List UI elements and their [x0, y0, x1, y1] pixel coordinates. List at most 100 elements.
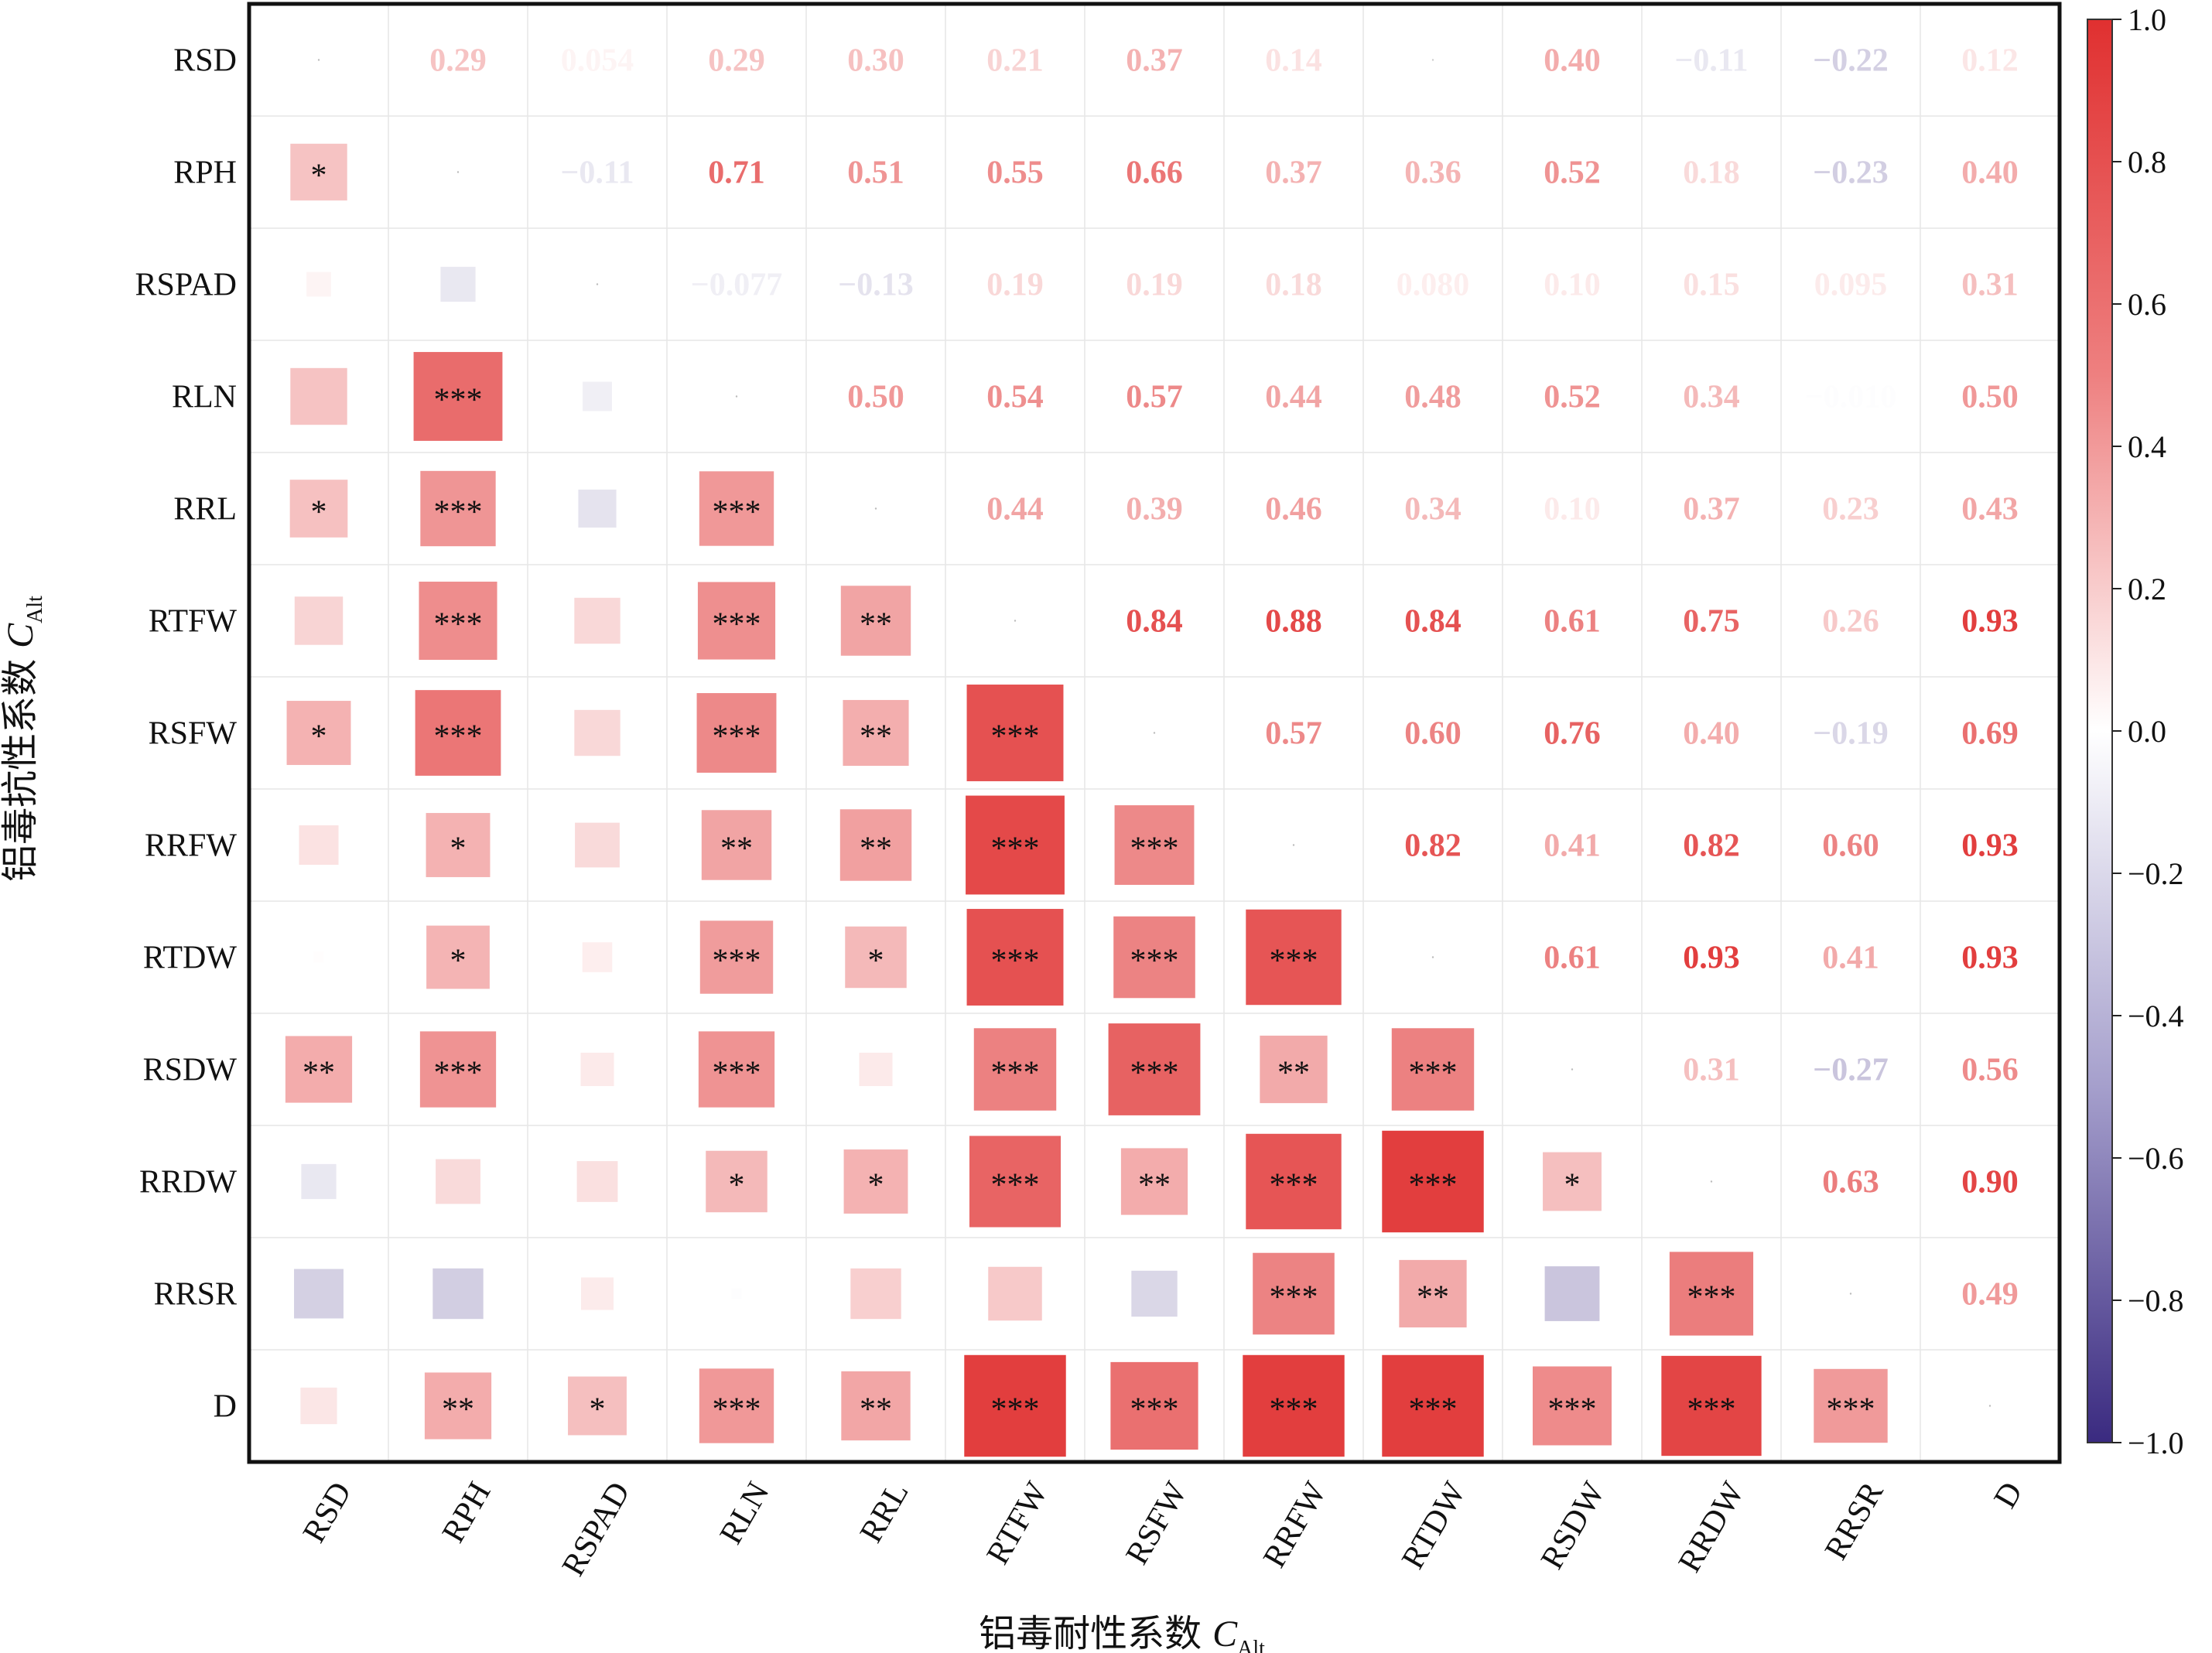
correlation-value: 0.39 — [1126, 492, 1183, 528]
x-tick-label: RRL — [853, 1476, 916, 1549]
correlation-square — [1543, 1152, 1602, 1211]
correlation-value: 0.30 — [847, 43, 904, 79]
correlation-value: 0.14 — [1265, 43, 1322, 79]
significance-stars: ** — [1277, 1056, 1310, 1091]
correlation-value: 0.34 — [1404, 492, 1462, 528]
significance-stars: * — [311, 159, 327, 194]
correlation-value: 0.29 — [429, 43, 487, 79]
x-tick-label: RRSR — [1818, 1476, 1891, 1566]
correlation-value: −0.22 — [1813, 43, 1888, 79]
significance-stars: *** — [713, 1056, 761, 1091]
x-tick-label: RPH — [436, 1476, 498, 1549]
significance-stars: *** — [991, 1056, 1040, 1091]
correlation-square — [290, 367, 347, 425]
x-axis-title-subscript: Alt — [1237, 1637, 1265, 1653]
x-tick-label: RSPAD — [556, 1476, 638, 1582]
correlation-value: 0.31 — [1961, 268, 2019, 303]
significance-stars: * — [450, 832, 467, 867]
correlation-square — [1544, 1266, 1600, 1321]
correlation-value: 0.76 — [1544, 716, 1601, 752]
colorbar-tick-label: −0.6 — [2128, 1141, 2184, 1176]
correlation-square — [731, 1288, 742, 1300]
x-tick-label: RSFW — [1120, 1476, 1195, 1570]
correlation-value: 0.60 — [1822, 828, 1879, 864]
correlation-square — [697, 582, 776, 660]
significance-stars: *** — [1130, 944, 1179, 979]
correlation-value: −0.19 — [1813, 716, 1888, 752]
cells-layer: 0.29 0.054 0.29 0.30 0.21 0.37 0.14 0.40 −0.11 −0… — [285, 43, 2019, 1457]
correlation-square — [859, 1052, 893, 1087]
correlation-square — [306, 272, 331, 297]
correlation-square — [966, 795, 1065, 895]
significance-stars: *** — [991, 719, 1040, 755]
y-tick-label: RRL — [173, 492, 237, 528]
correlation-value: −0.11 — [1674, 43, 1748, 79]
significance-stars: *** — [434, 495, 483, 531]
correlation-square — [1391, 1028, 1475, 1111]
correlation-square — [289, 480, 348, 538]
correlation-value: 0.44 — [1265, 380, 1322, 415]
correlation-square — [845, 926, 907, 989]
correlation-value: 0.19 — [1126, 268, 1183, 303]
correlation-square — [843, 1149, 908, 1214]
correlation-square — [698, 1031, 775, 1108]
correlation-value: 0.66 — [1126, 155, 1183, 191]
significance-stars: * — [311, 719, 327, 755]
correlation-value: 0.37 — [1126, 43, 1183, 79]
correlation-value: 0.080 — [1397, 268, 1470, 303]
significance-stars: *** — [1270, 1392, 1318, 1428]
diagonal-dot — [1571, 1068, 1574, 1071]
correlation-square — [988, 1266, 1042, 1321]
correlation-value: 0.29 — [708, 43, 765, 79]
diagonal-dot — [1014, 620, 1017, 622]
correlation-square — [420, 470, 496, 547]
significance-stars: * — [450, 944, 467, 979]
correlation-square — [966, 685, 1064, 781]
correlation-square — [699, 1368, 774, 1443]
correlation-value: 0.52 — [1544, 155, 1601, 191]
x-tick-labels: RSD RPH RSPAD RLN RRL RTFW RSFW RRFW RTDW RSDW RRD… — [296, 1476, 2030, 1582]
correlation-value: −0.11 — [560, 155, 634, 191]
correlation-value: 0.61 — [1544, 941, 1601, 976]
significance-stars: * — [311, 495, 327, 531]
x-tick-label: RSDW — [1534, 1476, 1612, 1575]
diagonal-dot — [1710, 1180, 1713, 1183]
correlation-square — [696, 693, 777, 773]
correlation-value: 0.50 — [1961, 380, 2019, 415]
significance-stars: * — [868, 1168, 884, 1204]
correlation-square — [299, 825, 339, 865]
correlation-square — [969, 1136, 1062, 1228]
correlation-square — [313, 951, 324, 963]
correlation-value: 0.52 — [1544, 380, 1601, 415]
correlation-value: 0.82 — [1404, 828, 1462, 864]
y-tick-label: RRSR — [154, 1277, 237, 1313]
correlation-square — [301, 1163, 337, 1200]
correlation-value: 0.37 — [1683, 492, 1740, 528]
correlation-value: 0.18 — [1683, 155, 1740, 191]
correlation-square — [413, 352, 503, 441]
diagonal-dot — [1988, 1405, 1991, 1407]
correlation-square — [1243, 1354, 1345, 1457]
correlation-square — [426, 813, 491, 877]
significance-stars: ** — [860, 832, 892, 867]
correlation-value: 0.49 — [1961, 1277, 2019, 1313]
y-tick-label: RSPAD — [135, 268, 237, 303]
significance-stars: *** — [1270, 944, 1318, 979]
correlation-square — [1669, 1252, 1754, 1336]
diagonal-dot — [874, 507, 877, 510]
correlation-square — [294, 1269, 344, 1319]
correlation-value: 0.054 — [561, 43, 634, 79]
significance-stars: ** — [303, 1056, 335, 1091]
y-axis-title-symbol: C — [0, 623, 41, 648]
y-tick-label: RTDW — [143, 941, 237, 976]
y-tick-label: RSFW — [149, 716, 238, 752]
colorbar-tick-label: −1.0 — [2128, 1426, 2184, 1460]
significance-stars: ** — [1138, 1168, 1171, 1204]
colorbar-tick-label: −0.4 — [2128, 999, 2184, 1033]
diagonal-dot — [1849, 1293, 1852, 1295]
x-axis-title-text: 铝毒耐性系数 — [979, 1612, 1202, 1653]
grid-layer — [249, 4, 2060, 1462]
significance-stars: *** — [713, 607, 761, 643]
significance-stars: *** — [1827, 1392, 1875, 1428]
significance-stars: *** — [1409, 1056, 1458, 1091]
